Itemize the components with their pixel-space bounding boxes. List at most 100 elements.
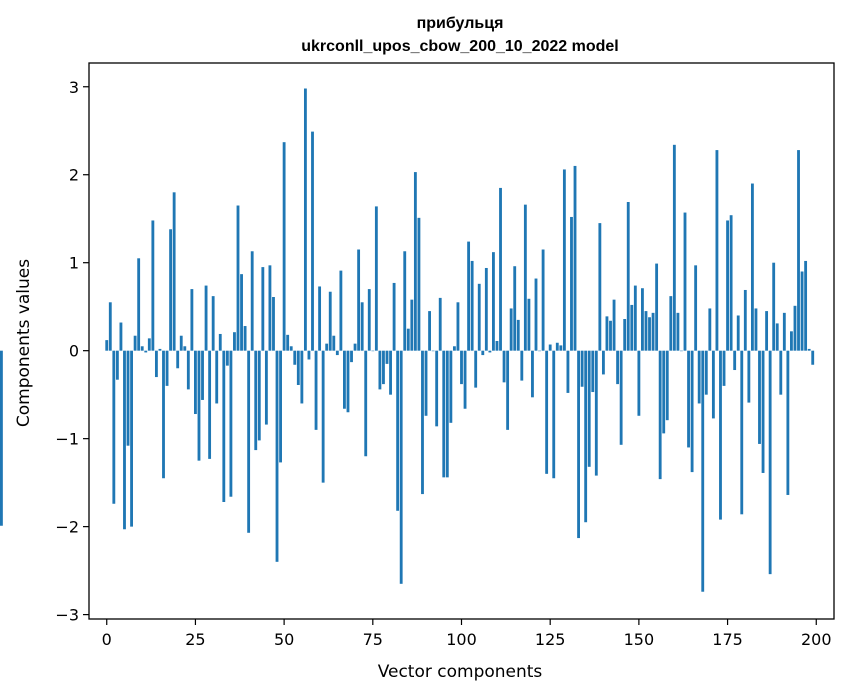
bar — [449, 350, 453, 423]
bar — [147, 338, 151, 351]
x-tick-label: 125 — [535, 630, 566, 649]
bar — [229, 350, 233, 497]
bar — [144, 350, 148, 353]
bar — [378, 350, 382, 390]
y-axis-ticks: −3 −2 −1 0 1 2 3 — [55, 78, 89, 625]
bar — [371, 350, 375, 352]
bar — [683, 212, 687, 351]
y-tick-label: −3 — [55, 606, 79, 625]
bar — [797, 150, 800, 351]
bar — [633, 285, 637, 351]
bar — [350, 350, 353, 363]
bar — [328, 291, 332, 351]
y-tick-label: 2 — [69, 166, 79, 185]
bar — [584, 350, 588, 523]
bar — [389, 350, 392, 395]
bar — [186, 350, 190, 390]
bar — [570, 216, 573, 351]
bar — [108, 302, 112, 351]
bar — [687, 350, 690, 448]
bar — [708, 308, 712, 351]
bar — [314, 350, 318, 430]
bar — [541, 249, 545, 351]
bar — [392, 282, 396, 351]
bar — [374, 206, 378, 351]
bar — [605, 316, 609, 351]
bar — [690, 350, 694, 473]
bar — [463, 350, 467, 409]
bar — [545, 350, 549, 474]
bar — [257, 350, 261, 441]
bar — [364, 350, 368, 457]
bar — [403, 251, 407, 351]
bar — [452, 346, 456, 351]
bar — [587, 350, 591, 467]
bar — [286, 334, 290, 351]
bar — [275, 350, 279, 562]
bar — [225, 350, 229, 366]
bars-group — [0, 88, 815, 592]
x-axis-ticks: 0 25 50 75 100 125 150 175 200 — [102, 619, 832, 649]
bar — [672, 144, 676, 351]
bar — [410, 299, 414, 351]
bar — [176, 350, 180, 369]
y-tick-label: −2 — [55, 518, 79, 537]
bar — [701, 350, 705, 592]
bar — [775, 323, 779, 351]
bar — [353, 343, 357, 351]
bar — [609, 320, 612, 351]
bar — [385, 350, 389, 364]
bar — [360, 302, 364, 351]
bar — [424, 350, 428, 416]
bar — [761, 350, 765, 473]
bar — [382, 350, 385, 385]
bar — [428, 311, 431, 351]
bar — [768, 350, 772, 575]
bar — [133, 335, 137, 351]
bar — [779, 350, 783, 395]
bar — [343, 350, 346, 409]
bar — [804, 260, 808, 351]
bar — [172, 192, 176, 351]
bar — [790, 331, 793, 351]
bar — [158, 348, 162, 351]
x-tick-label: 175 — [712, 630, 743, 649]
bar — [580, 350, 584, 387]
bar — [151, 220, 155, 351]
bar — [154, 350, 158, 378]
bar — [396, 350, 400, 511]
bar — [509, 308, 513, 351]
bar — [240, 274, 243, 351]
bar — [296, 350, 300, 385]
bar — [289, 346, 293, 351]
bar — [619, 350, 623, 445]
x-tick-label: 150 — [624, 630, 655, 649]
bar — [786, 350, 790, 495]
bar — [559, 345, 563, 351]
bar — [254, 350, 258, 451]
bar — [250, 251, 254, 351]
bar — [694, 265, 698, 351]
x-axis-label: Vector components — [378, 662, 543, 682]
bar — [711, 350, 715, 419]
x-tick-label: 75 — [363, 630, 383, 649]
bar — [658, 350, 662, 480]
bar — [130, 350, 133, 527]
x-tick-label: 100 — [446, 630, 477, 649]
bar — [499, 187, 502, 351]
bar — [332, 335, 336, 351]
bar — [211, 296, 215, 351]
bar — [140, 346, 144, 351]
x-tick-label: 50 — [274, 630, 294, 649]
bar — [758, 350, 761, 444]
bar — [612, 299, 616, 351]
bar — [293, 350, 297, 365]
bar — [215, 350, 219, 404]
bar — [747, 350, 751, 403]
bar — [527, 298, 531, 351]
bar — [591, 350, 595, 393]
chart-title-line2: ukrconll_upos_cbow_200_10_2022 model — [301, 38, 618, 55]
chart-title-line1: прибульця — [417, 15, 504, 32]
y-tick-label: 0 — [69, 342, 79, 361]
